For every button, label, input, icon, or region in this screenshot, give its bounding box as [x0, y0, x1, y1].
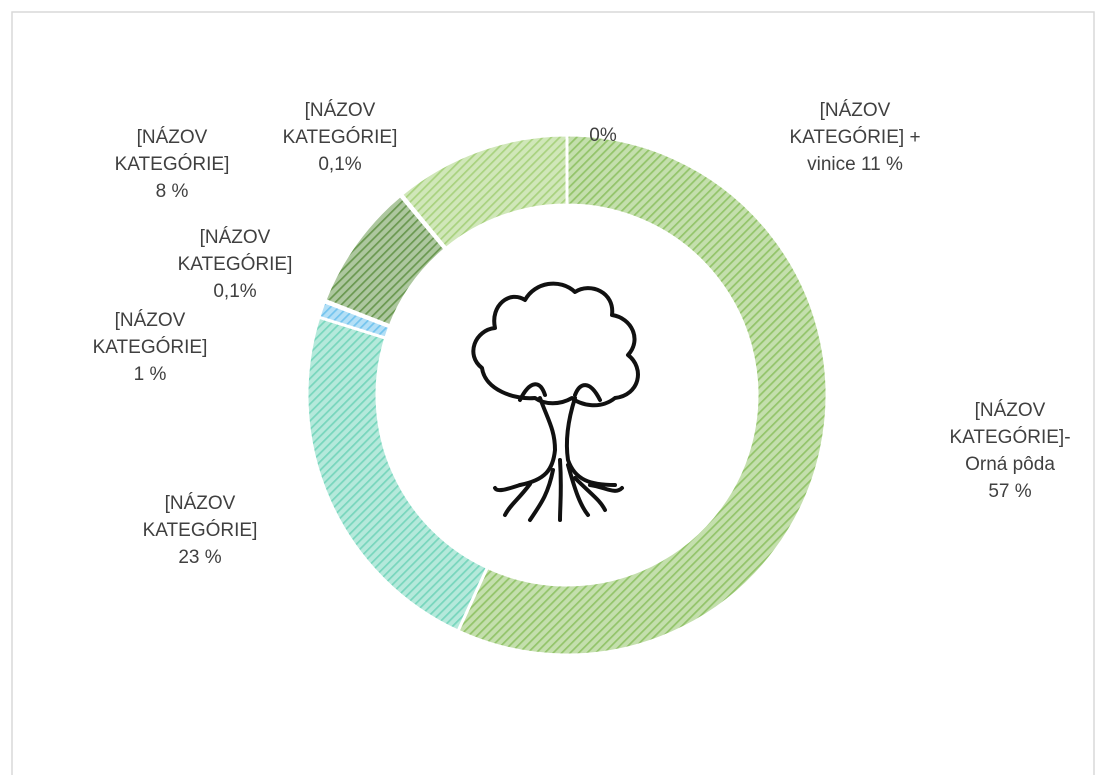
category-label: [NÁZOV KATEGÓRIE]- Orná pôda: [949, 400, 1071, 475]
donut-segment: [455, 133, 829, 657]
category-label: [NÁZOV KATEGÓRIE]: [177, 227, 293, 275]
data-label: [NÁZOV KATEGÓRIE] 8 %: [97, 124, 247, 205]
tree-icon: [471, 281, 640, 522]
value-label: 8 %: [155, 181, 189, 202]
value-label: 57 %: [988, 481, 1032, 502]
value-label: 23 %: [178, 547, 222, 568]
donut-segment: [305, 315, 490, 634]
category-label: [NÁZOV KATEGÓRIE]: [282, 100, 398, 148]
value-label: 0,1%: [213, 281, 257, 302]
category-label: [NÁZOV KATEGÓRIE]: [114, 127, 230, 175]
category-label: [NÁZOV KATEGÓRIE] + vinice: [789, 100, 921, 175]
data-label: [NÁZOV KATEGÓRIE] 23 %: [125, 490, 275, 571]
category-label: [NÁZOV KATEGÓRIE]: [92, 310, 208, 358]
data-label: [NÁZOV KATEGÓRIE] 1 %: [75, 307, 225, 388]
category-label: [NÁZOV KATEGÓRIE]: [142, 493, 258, 541]
data-label: [NÁZOV KATEGÓRIE] 0,1%: [160, 224, 310, 305]
value-label: 0%: [589, 125, 617, 146]
data-label: 0%: [528, 122, 678, 149]
value-label: 1 %: [133, 364, 167, 385]
donut-segment: [399, 133, 569, 251]
data-label: [NÁZOV KATEGÓRIE]- Orná pôda 57 %: [935, 397, 1085, 505]
data-label: [NÁZOV KATEGÓRIE] + vinice 11 %: [780, 97, 930, 178]
frame: [11, 11, 1095, 775]
data-label: [NÁZOV KATEGÓRIE] 0,1%: [265, 97, 415, 178]
value-label: 11 %: [860, 154, 903, 175]
value-label: 0,1%: [318, 154, 362, 175]
